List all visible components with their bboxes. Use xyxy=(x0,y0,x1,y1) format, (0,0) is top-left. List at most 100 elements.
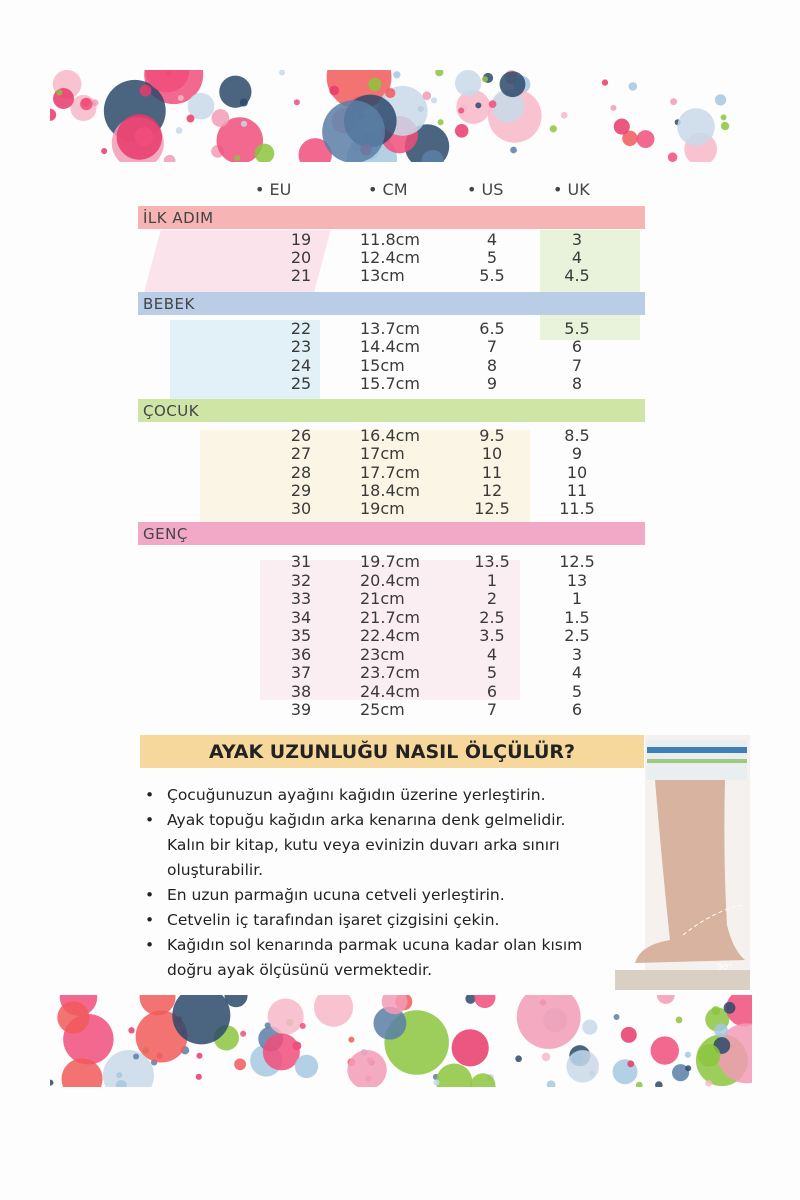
decorative-dot xyxy=(163,154,176,162)
decorative-dot xyxy=(234,1058,246,1071)
decorative-dot xyxy=(177,94,184,101)
uk-size: 10 xyxy=(566,462,588,482)
decorative-dot xyxy=(422,91,432,100)
us-size: 4 xyxy=(486,644,498,664)
howto-title: AYAK UZUNLUĞU NASIL ÖLÇÜLÜR? xyxy=(140,735,644,768)
size-row: 26 16.4cm 9.5 8.5 xyxy=(0,427,800,445)
uk-size: 8 xyxy=(571,373,583,393)
decorative-dot xyxy=(299,1022,306,1030)
howto-step: En uzun parmağın ucuna cetveli yerleştir… xyxy=(145,883,605,908)
decorative-dot xyxy=(627,1060,635,1068)
decorative-dot xyxy=(239,98,248,107)
decorative-dot xyxy=(101,148,108,155)
cm-size: 19.7cm xyxy=(360,552,421,571)
decorative-dot xyxy=(102,1050,154,1087)
decorative-dot xyxy=(133,1053,140,1060)
cm-size: 21.7cm xyxy=(360,607,421,627)
decorative-dot xyxy=(723,1001,736,1014)
decorative-dot xyxy=(234,154,241,161)
uk-size: 12.5 xyxy=(559,552,595,571)
eu-size: 27 xyxy=(290,444,312,464)
decorative-dot xyxy=(56,89,63,96)
decorative-dot xyxy=(293,99,300,106)
decorative-dot xyxy=(456,89,491,124)
eu-size: 21 xyxy=(290,266,312,285)
eu-size: 23 xyxy=(290,337,312,357)
us-size: 6 xyxy=(486,681,498,701)
decorative-dot xyxy=(329,85,340,96)
decorative-dot xyxy=(368,77,382,92)
us-size: 5.5 xyxy=(479,266,505,285)
decorative-dot xyxy=(670,98,678,106)
decorative-dot xyxy=(549,125,557,133)
cm-size: 21cm xyxy=(360,589,405,608)
eu-size: 20 xyxy=(290,248,312,267)
decorative-dot xyxy=(667,152,678,162)
uk-size: 4 xyxy=(571,248,583,267)
size-row: 34 21.7cm 2.5 1.5 xyxy=(0,607,800,627)
uk-size: 2.5 xyxy=(564,626,590,645)
decorative-dot xyxy=(430,97,438,104)
uk-size: 1.5 xyxy=(564,607,590,627)
eu-size: 31 xyxy=(290,552,312,571)
uk-size: 3 xyxy=(571,230,583,249)
eu-size: 29 xyxy=(290,480,312,500)
us-size: 9.5 xyxy=(479,426,505,445)
decorative-dot xyxy=(385,87,396,99)
decorative-dot xyxy=(81,98,91,107)
decorative-dot xyxy=(516,995,581,1049)
size-row: 38 24.4cm 6 5 xyxy=(0,681,800,701)
column-eu: • EU xyxy=(255,180,292,199)
uk-size: 7 xyxy=(571,355,583,375)
decorative-dot xyxy=(50,1079,54,1086)
uk-size: 6 xyxy=(571,337,583,357)
eu-size: 28 xyxy=(290,462,312,482)
size-row: 36 23cm 4 3 xyxy=(0,644,800,664)
decorative-dot xyxy=(675,1016,683,1024)
decorative-dot xyxy=(672,1064,690,1082)
decorative-dot xyxy=(436,1063,473,1087)
decorative-dot xyxy=(314,995,354,1027)
decorative-dot xyxy=(714,94,727,106)
decorative-dot xyxy=(139,84,152,97)
eu-size: 19 xyxy=(290,230,312,249)
howto-list: Çocuğunuzun ayağını kağıdın üzerine yerl… xyxy=(145,783,605,983)
column-us: • US xyxy=(467,180,504,199)
section-header: GENÇ xyxy=(138,522,645,545)
uk-size: 3 xyxy=(571,644,583,664)
us-size: 8 xyxy=(486,355,498,375)
cm-size: 22.4cm xyxy=(360,626,421,645)
decorative-dot xyxy=(279,70,286,76)
eu-size: 38 xyxy=(290,681,312,701)
decorative-dots-top xyxy=(50,70,752,162)
decorative-dot xyxy=(474,995,496,1009)
angle-label: 90° xyxy=(717,963,733,973)
size-row: 39 25cm 7 6 xyxy=(0,701,800,719)
decorative-dot xyxy=(195,1073,202,1080)
decorative-dot xyxy=(393,71,401,79)
decorative-dot xyxy=(365,1075,372,1082)
us-size: 12.5 xyxy=(474,499,510,519)
eu-size: 30 xyxy=(290,499,312,519)
size-row: 28 17.7cm 11 10 xyxy=(0,462,800,482)
eu-size: 39 xyxy=(290,700,312,719)
decorative-dot xyxy=(433,1079,440,1086)
decorative-dot xyxy=(196,1052,203,1059)
decorative-dot xyxy=(134,127,154,147)
decorative-dot xyxy=(720,121,730,131)
size-row: 23 14.4cm 7 6 xyxy=(0,338,800,356)
eu-size: 35 xyxy=(290,626,312,645)
cm-size: 13.7cm xyxy=(360,319,421,338)
eu-size: 37 xyxy=(290,663,312,682)
size-row: 35 22.4cm 3.5 2.5 xyxy=(0,627,800,645)
uk-size: 5 xyxy=(571,681,583,701)
decorative-dot xyxy=(435,70,444,77)
decorative-dot xyxy=(175,127,183,134)
decorative-dot xyxy=(475,102,482,109)
column-cm: • CM xyxy=(368,180,408,199)
decorative-dot xyxy=(636,130,655,149)
decorative-dot xyxy=(510,146,517,154)
decorative-dot xyxy=(381,995,408,1015)
decorative-dot xyxy=(697,1044,721,1067)
